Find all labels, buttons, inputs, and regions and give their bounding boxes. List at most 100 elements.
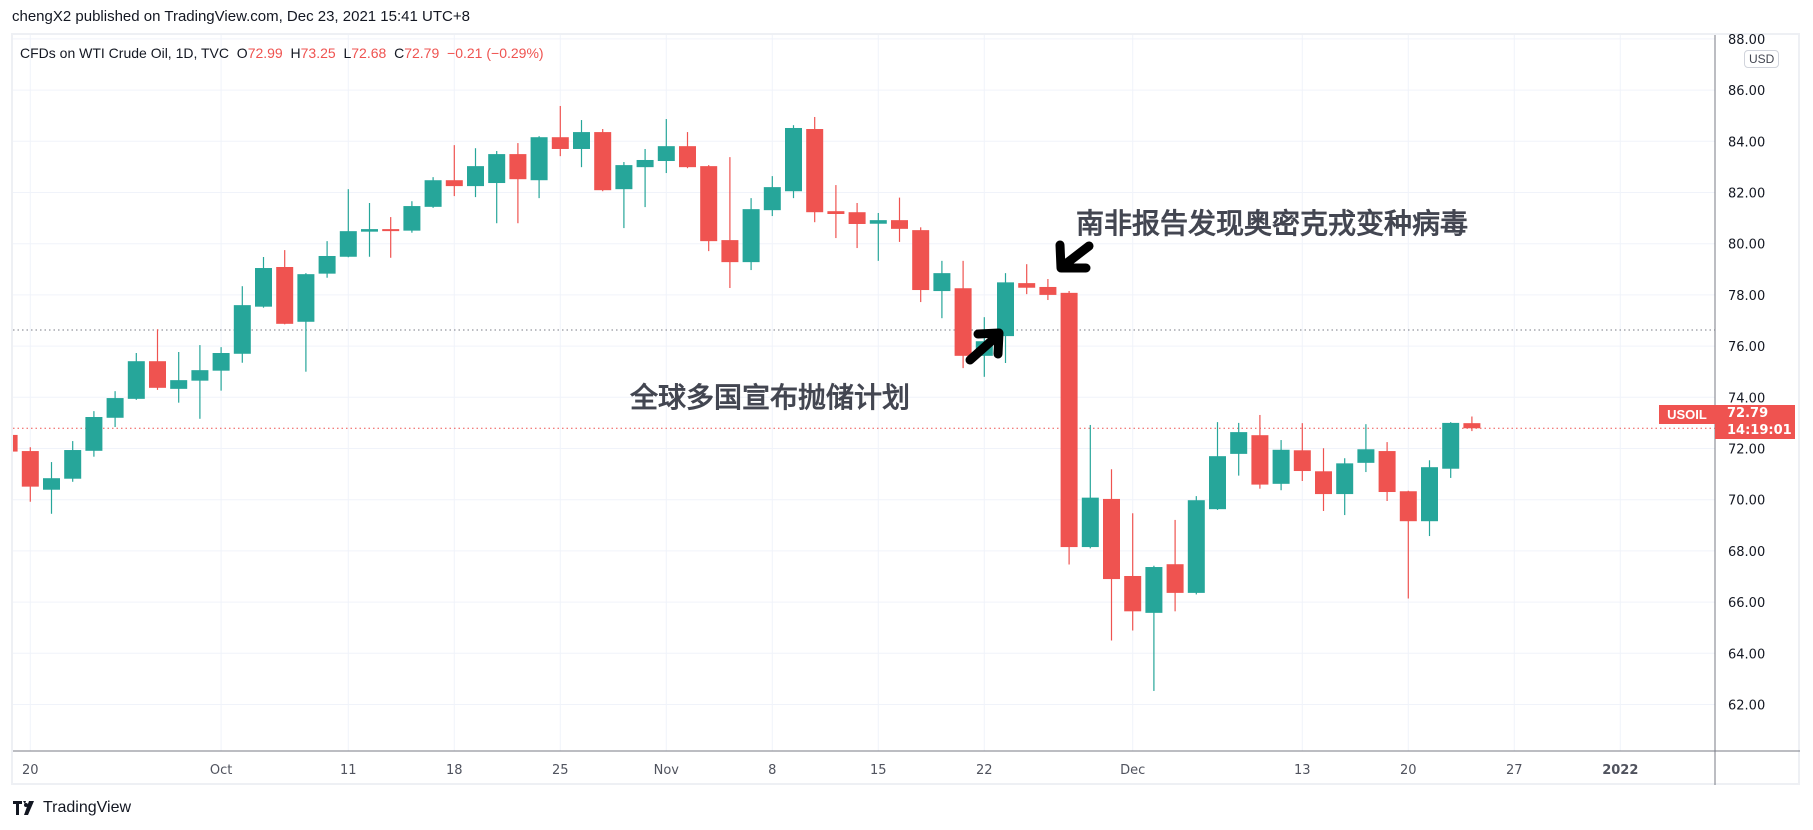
legend-high-label: H <box>290 45 301 61</box>
candle <box>106 391 124 427</box>
candle <box>403 201 421 233</box>
candle-body <box>679 146 696 168</box>
candle-body <box>339 231 357 257</box>
candle-body <box>276 266 294 324</box>
y-tick-label: 66.00 <box>1728 596 1765 611</box>
candle <box>85 411 103 457</box>
x-tick-label: 11 <box>340 763 357 778</box>
candle-body <box>297 274 315 322</box>
published-caption: chengX2 published on TradingView.com, De… <box>12 8 470 25</box>
arrow-reserves-icon <box>965 328 1004 365</box>
candle <box>721 157 739 288</box>
candle-body <box>1081 497 1099 548</box>
candle-body <box>530 137 548 181</box>
legend-open-label: O <box>236 45 248 61</box>
candle <box>255 257 272 308</box>
candle <box>530 136 548 199</box>
x-tick-label: Dec <box>1120 763 1145 778</box>
candle <box>1463 416 1481 432</box>
candle <box>1166 519 1184 612</box>
candle-body <box>1293 450 1311 472</box>
candle-body <box>509 154 527 180</box>
candle <box>700 165 718 252</box>
candle <box>297 273 315 372</box>
candle <box>13 434 18 452</box>
legend-close-label: C <box>394 45 405 61</box>
candle-body <box>594 132 612 191</box>
y-tick-label: 70.00 <box>1728 494 1765 509</box>
candle-body <box>1463 423 1481 429</box>
candle <box>636 148 654 208</box>
candle-body <box>742 209 760 263</box>
x-tick-label: Oct <box>210 763 232 778</box>
candle-body <box>43 478 60 490</box>
candle <box>1209 422 1226 510</box>
candle <box>891 197 908 242</box>
x-tick-label: 15 <box>870 763 887 778</box>
candle <box>1187 496 1205 595</box>
y-tick-label: 62.00 <box>1728 699 1765 714</box>
y-tick-label: 78.00 <box>1728 289 1765 304</box>
tradingview-logo-icon <box>13 801 34 815</box>
x-tick-label: 20 <box>22 763 39 778</box>
candle <box>467 148 484 198</box>
candle-body <box>700 166 718 242</box>
candle-body <box>233 305 251 354</box>
candle-body <box>191 370 209 381</box>
candle <box>191 345 209 419</box>
legend-high: 73.25 <box>300 45 336 61</box>
legend-close: 72.79 <box>404 45 440 61</box>
arrow-omicron-icon <box>1055 240 1094 273</box>
candle <box>594 129 612 192</box>
candle-body <box>445 180 463 187</box>
candle <box>1399 490 1417 599</box>
legend-open: 72.99 <box>247 45 283 61</box>
y-tick-label: 84.00 <box>1728 135 1765 150</box>
candle <box>1230 422 1248 476</box>
price-axis: 62.00 64.00 66.00 68.00 70.00 72.00 74.00 76.00… <box>1728 33 1765 714</box>
annotation-omicron: 南非报告发现奥密克戎变种病毒 <box>1076 207 1469 240</box>
candle-body <box>106 398 124 418</box>
candle-body <box>127 361 145 399</box>
candle <box>827 185 845 239</box>
candle <box>1378 442 1396 501</box>
candle-body <box>21 451 39 487</box>
annotation-reserves: 全球多国宣布抛储计划 <box>630 381 911 414</box>
candle <box>573 120 590 168</box>
candle <box>1336 458 1354 516</box>
candle-body <box>64 450 82 479</box>
candle-body <box>785 127 802 192</box>
x-tick-label: 20 <box>1400 763 1417 778</box>
candle-body <box>149 361 166 388</box>
tradingview-logo[interactable]: TradingView <box>13 799 131 817</box>
candle-body <box>933 273 951 292</box>
legend-low-label: L <box>343 45 352 61</box>
y-tick-label: 88.00 <box>1728 33 1765 48</box>
candle <box>424 177 442 208</box>
x-tick-label: 25 <box>552 763 569 778</box>
candle-body <box>997 282 1014 337</box>
candle <box>679 132 696 169</box>
x-tick-label: 18 <box>446 763 463 778</box>
currency-button[interactable]: USD <box>1744 50 1780 68</box>
candle-body <box>1336 463 1354 495</box>
candle-body <box>1272 449 1290 484</box>
candle-body <box>869 220 887 224</box>
candle <box>954 260 972 369</box>
candle <box>1060 291 1078 565</box>
candle-body <box>1103 498 1120 580</box>
brand-name: TradingView <box>43 799 132 816</box>
candle <box>997 273 1014 363</box>
last-price: 72.79 <box>1727 406 1769 421</box>
candle-body <box>1421 467 1438 522</box>
candle-body <box>361 229 378 232</box>
candle-body <box>1399 491 1417 522</box>
candle-body <box>573 132 590 149</box>
candle <box>43 462 60 514</box>
symbol-legend: CFDs on WTI Crude Oil, 1D, TVC O72.99 H7… <box>20 45 544 61</box>
candle-body <box>721 240 739 263</box>
candle <box>785 125 802 199</box>
x-tick-label: Nov <box>654 763 680 778</box>
candle <box>912 227 930 303</box>
